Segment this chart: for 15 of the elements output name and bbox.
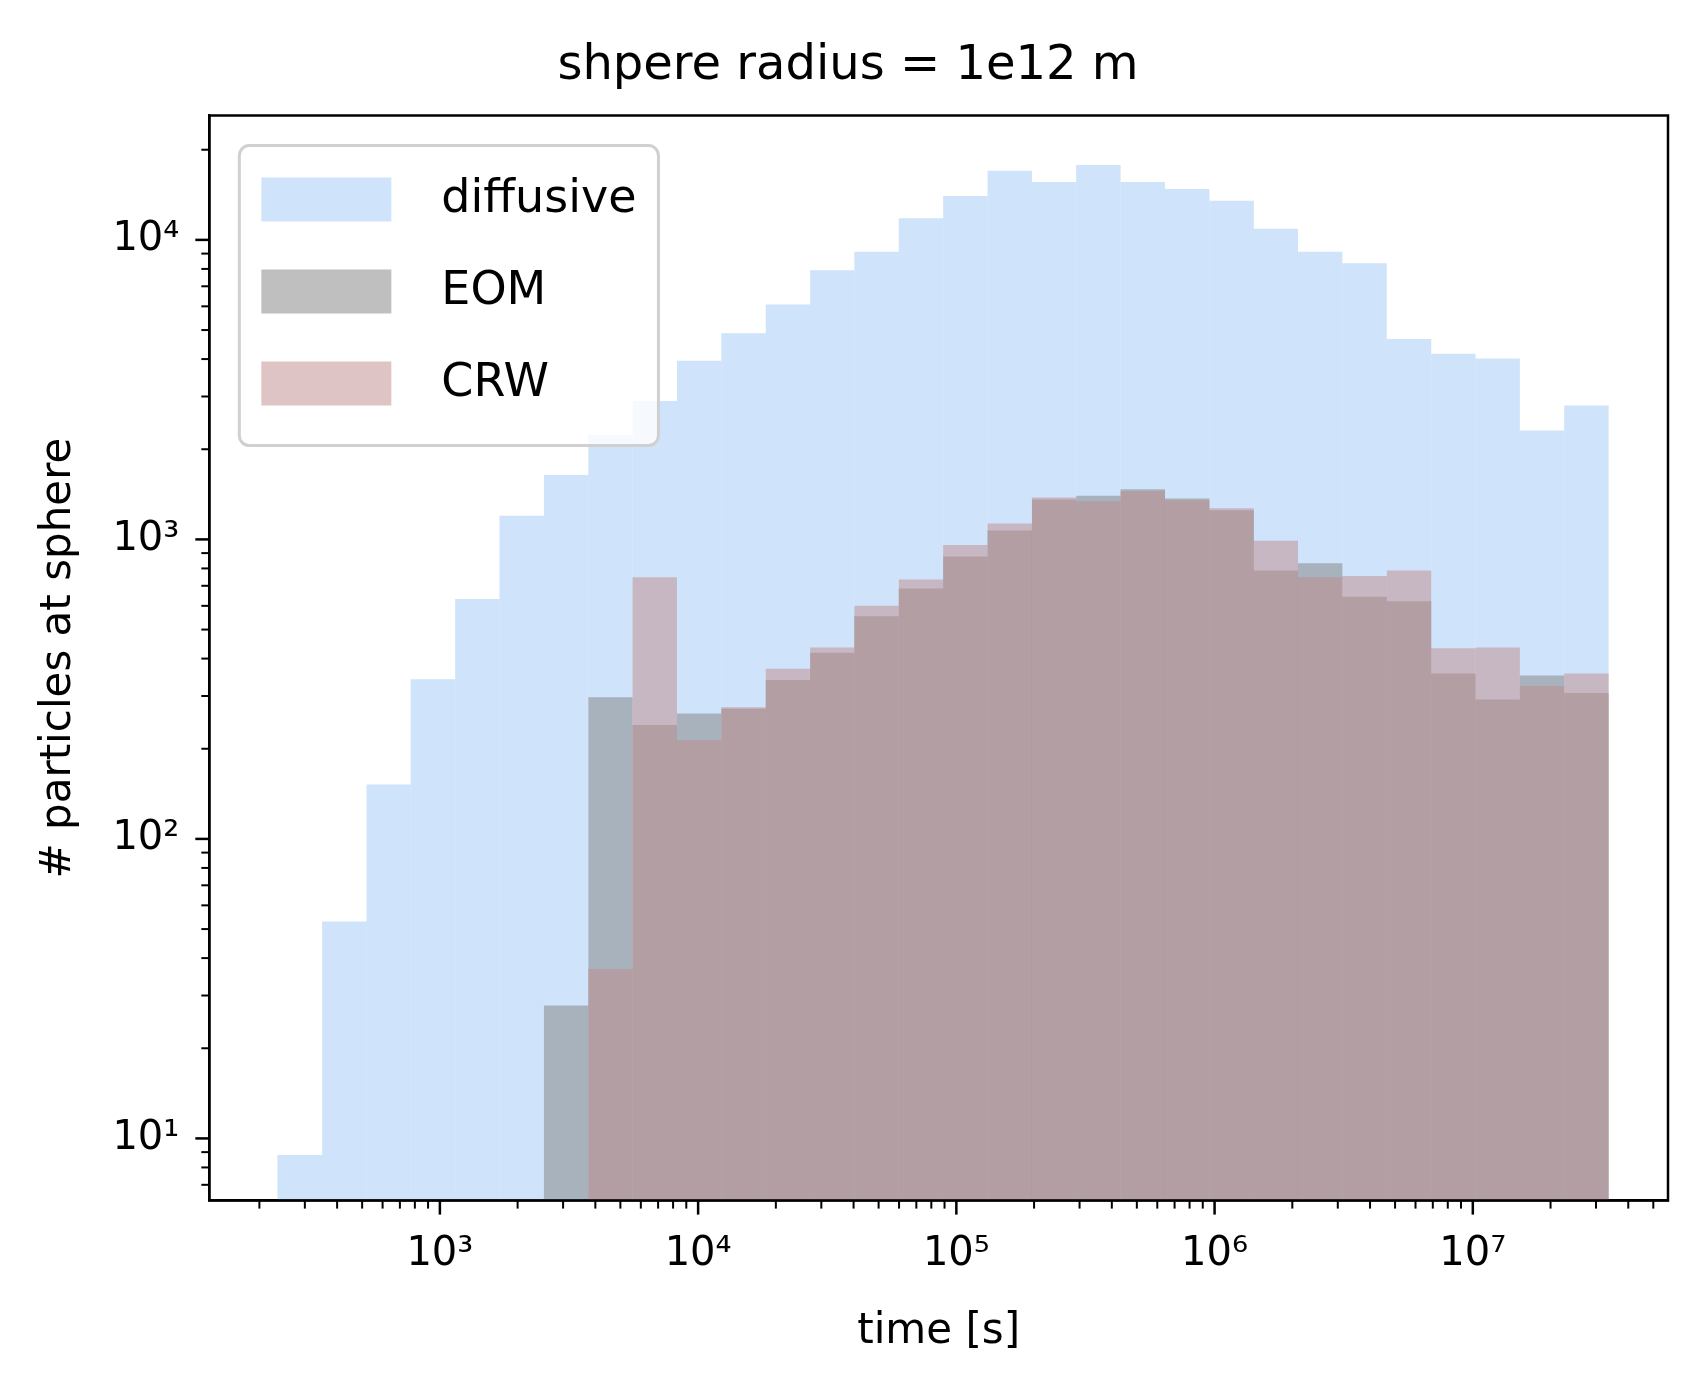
- chart-title: shpere radius = 1e12 m: [557, 34, 1139, 91]
- x-tick-label: 10⁴: [664, 1227, 732, 1274]
- legend-label: CRW: [441, 352, 550, 407]
- y-axis-title: # particles at sphere: [31, 437, 81, 879]
- x-tick-label: 10⁶: [1181, 1227, 1249, 1274]
- legend-label: EOM: [441, 260, 547, 315]
- x-axis-title: time [s]: [857, 1303, 1021, 1353]
- y-tick-label: 10²: [112, 812, 180, 859]
- y-tick-label: 10¹: [112, 1111, 180, 1158]
- x-tick-label: 10³: [406, 1227, 474, 1274]
- x-tick-label: 10⁵: [922, 1227, 990, 1274]
- y-tick-label: 10⁴: [112, 213, 180, 260]
- x-tick-label: 10⁷: [1439, 1227, 1507, 1274]
- y-tick-label: 10³: [112, 512, 180, 559]
- legend-label: diffusive: [441, 168, 637, 223]
